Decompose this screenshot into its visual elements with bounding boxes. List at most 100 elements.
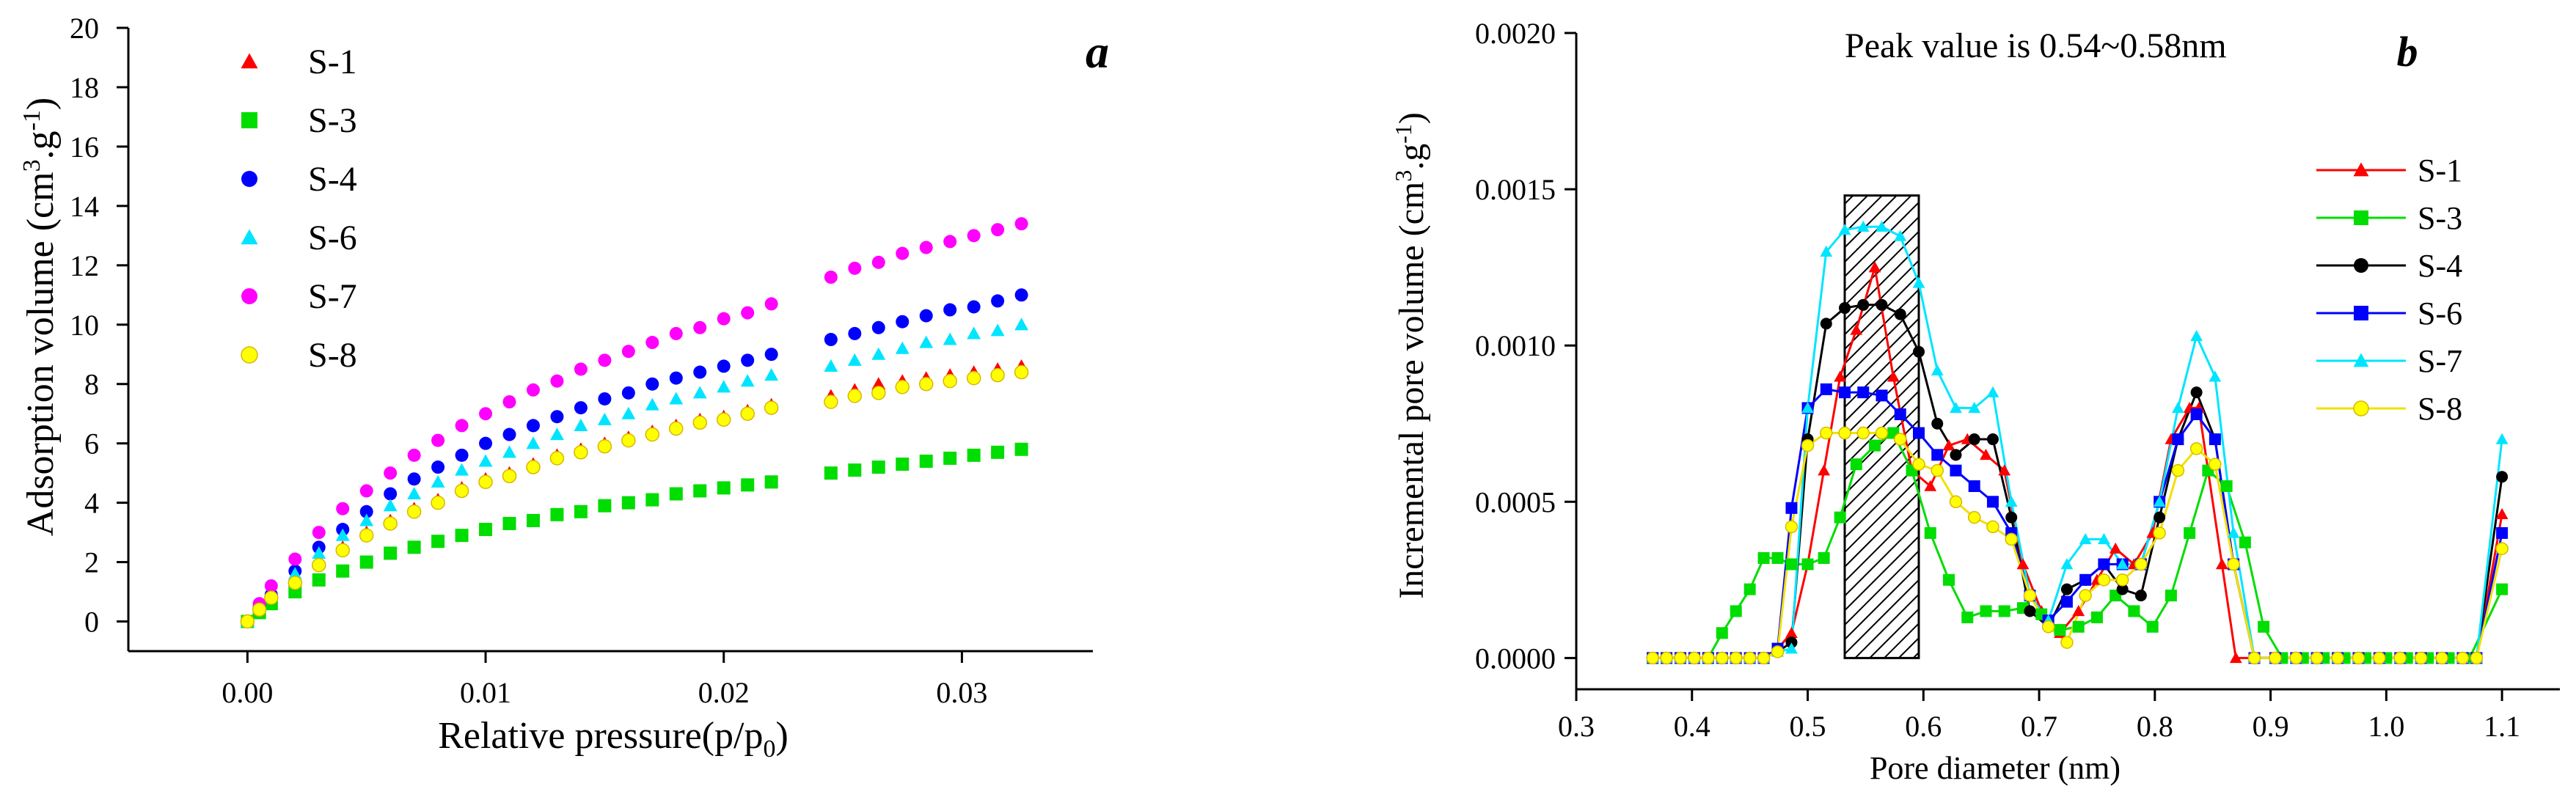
chart-a-point-s-7: [669, 326, 683, 340]
chart-b-point-s-4: [2060, 583, 2073, 595]
chart-b-point-s-3: [2054, 624, 2066, 636]
chart-a-point-s-6: [288, 567, 302, 580]
chart-b-point-s-7: [1986, 386, 1999, 397]
chart-a-point-s-3: [574, 504, 588, 518]
chart-a-point-s-7: [407, 448, 421, 462]
chart-b-point-s-4: [1894, 308, 1906, 320]
chart-b-point-s-6: [2098, 558, 2110, 570]
chart-b-point-s-7: [2060, 558, 2074, 570]
chart-a-point-s-4: [455, 448, 469, 462]
chart-b-point-s-7: [2171, 402, 2184, 414]
chart-b-point-s-7: [1876, 220, 1888, 232]
chart-a-panel-label: a: [1086, 26, 1109, 78]
chart-b-point-s-7: [1785, 642, 1798, 654]
chart-a-point-s-7: [288, 552, 302, 566]
chart-a-point-s-3: [479, 523, 493, 537]
chart-b-legend-marker-s-6: [2354, 306, 2368, 320]
chart-a-point-s-8: [692, 415, 708, 430]
chart-a-point-s-7: [919, 241, 933, 254]
chart-a-legend-marker-s-4: [241, 171, 257, 187]
chart-a-ytick-label: 18: [70, 71, 99, 104]
chart-b-point-s-7: [2227, 526, 2240, 538]
chart-b-xtick-label: 0.7: [2021, 710, 2057, 743]
chart-b-point-s-3: [2496, 583, 2509, 595]
chart-b-point-s-3: [1869, 439, 1881, 452]
chart-a-point-s-8: [943, 373, 957, 389]
chart-b-point-s-8: [1646, 651, 1659, 665]
chart-a-point-s-3: [431, 535, 445, 548]
chart-a-point-s-4: [693, 365, 707, 379]
chart-b-point-s-4: [1785, 636, 1798, 649]
chart-b-point-s-4: [2116, 583, 2129, 595]
chart-a-point-s-6: [717, 380, 731, 393]
chart-b-xtick-label: 0.8: [2137, 710, 2173, 743]
chart-b-point-s-8: [1743, 651, 1757, 665]
chart-a-point-s-6: [526, 436, 541, 449]
chart-a-point-s-4: [550, 410, 564, 424]
chart-a-xtick-label: 0.00: [222, 676, 273, 709]
chart-b-point-s-8: [2115, 573, 2129, 587]
chart-a-point-s-8: [824, 395, 838, 409]
chart-a-point-s-4: [526, 419, 540, 433]
chart-b-point-s-3: [2072, 620, 2085, 633]
chart-b-point-s-6: [1931, 449, 1944, 461]
chart-b-point-s-8: [1967, 510, 1981, 524]
chart-b-point-s-4: [2024, 605, 2036, 617]
chart-a-point-s-4: [896, 315, 910, 329]
chart-b-point-s-3: [2128, 605, 2140, 617]
chart-b-annotation: Peak value is 0.54~0.58nm: [1845, 26, 2227, 65]
chart-b-point-s-7: [1801, 402, 1814, 414]
chart-a-point-s-3: [871, 460, 885, 474]
chart-a-point-s-6: [645, 397, 659, 411]
chart-b-legend-label: S-1: [2418, 153, 2462, 188]
chart-a-point-s-6: [597, 412, 612, 425]
chart-a-point-s-7: [693, 320, 707, 334]
chart-a-point-s-4: [359, 504, 373, 518]
chart-b-point-s-7: [2495, 433, 2509, 444]
chart-a-legend-label: S-3: [308, 101, 357, 140]
chart-b-point-s-6: [1912, 427, 1925, 439]
chart-a-point-s-7: [621, 345, 635, 359]
chart-a-point-s-6: [502, 445, 516, 458]
chart-b-point-s-8: [2247, 651, 2261, 665]
chart-b-point-s-8: [1931, 463, 1944, 477]
chart-b-point-s-4: [1839, 302, 1851, 315]
chart-b-point-s-7: [1950, 402, 1962, 414]
chart-a-point-s-4: [824, 333, 838, 346]
chart-b-point-s-3: [2165, 590, 2177, 602]
chart-b-point-s-8: [1893, 433, 1907, 446]
chart-a-point-s-6: [692, 386, 707, 399]
chart-b-xtick-label: 0.6: [1905, 710, 1942, 743]
chart-b-legend-marker-s-3: [2354, 210, 2368, 225]
chart-b-point-s-8: [1757, 651, 1771, 665]
chart-b-point-s-7: [1856, 220, 1870, 232]
chart-a-legend: S-1 S-3 S-4 S-6 S-7 S-8: [241, 43, 357, 375]
chart-a-point-s-7: [896, 246, 910, 260]
chart-a-point-s-6: [1014, 318, 1029, 331]
chart-a-point-s-7: [526, 383, 540, 397]
chart-a-point-s-8: [240, 614, 255, 629]
chart-a-point-s-8: [716, 412, 731, 427]
chart-b-point-s-6: [1894, 408, 1906, 420]
chart-b-point-s-8: [2209, 458, 2222, 471]
chart-a-legend-label: S-6: [308, 219, 357, 257]
chart-b-point-s-3: [2220, 480, 2233, 492]
chart-b-point-s-3: [1924, 526, 1936, 539]
chart-a-point-s-7: [431, 433, 445, 447]
chart-a-point-s-3: [455, 529, 469, 543]
chart-a-point-s-8: [478, 474, 493, 490]
chart-b-point-s-6: [2172, 433, 2184, 446]
chart-a-point-s-7: [717, 312, 731, 326]
chart-b-point-s-7: [1820, 245, 1833, 257]
chart-a-ytick-label: 14: [70, 190, 99, 223]
chart-a-point-s-8: [264, 590, 279, 605]
chart-b-panel-label: b: [2397, 28, 2418, 76]
chart-b-point-s-4: [1912, 345, 1925, 358]
chart-a-point-s-3: [967, 448, 981, 462]
chart-b-point-s-8: [1660, 651, 1673, 665]
chart-b-point-s-8: [2456, 651, 2470, 665]
chart-a-point-s-3: [848, 463, 862, 477]
chart-b-legend-marker-s-1: [2353, 162, 2369, 177]
chart-b-point-s-4: [1876, 298, 1888, 311]
chart-a-point-s-4: [991, 294, 1005, 308]
